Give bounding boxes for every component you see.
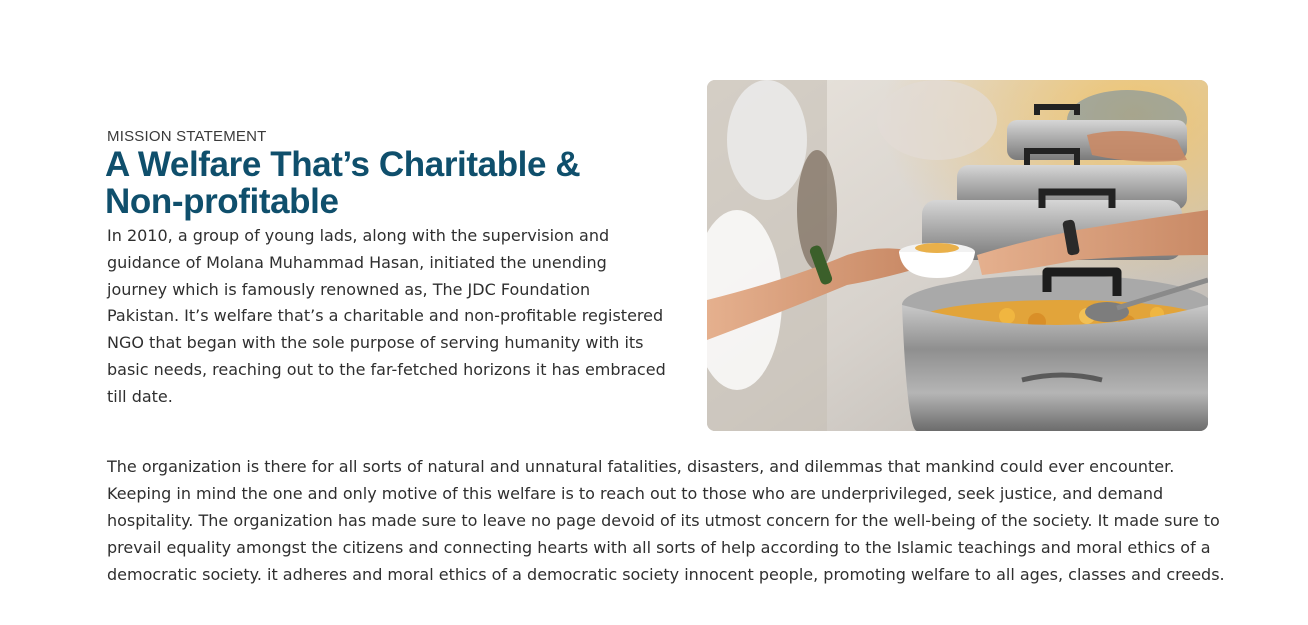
- food-distribution-illustration: [707, 80, 1208, 431]
- intro-paragraph: In 2010, a group of young lads, along wi…: [107, 226, 666, 406]
- section-title: A Welfare That’s Charitable & Non-profit…: [105, 145, 581, 221]
- food-distribution-image: [707, 80, 1208, 431]
- section-eyebrow: MISSION STATEMENT: [107, 128, 267, 145]
- body-paragraph: The organization is there for all sorts …: [107, 457, 1225, 584]
